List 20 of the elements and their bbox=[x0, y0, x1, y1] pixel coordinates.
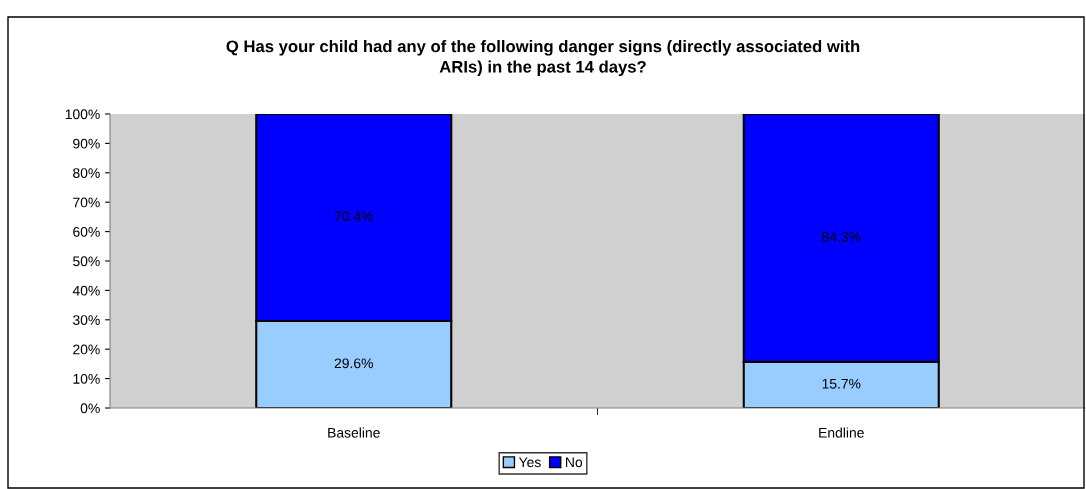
y-tick-label: 50% bbox=[73, 256, 100, 267]
y-tick-label: 60% bbox=[73, 226, 100, 237]
data-label: 15.7% bbox=[822, 378, 861, 389]
y-tick-label: 40% bbox=[72, 285, 100, 296]
chart-title: Q Has your child had any of the following danger signs (directly associated with ARIs) in the past 14 days? bbox=[226, 40, 860, 76]
y-tick-label: 20% bbox=[73, 344, 100, 355]
legend-label: No bbox=[566, 457, 583, 468]
x-tick-label: Endline bbox=[819, 427, 864, 438]
y-tick-label: 0% bbox=[80, 403, 100, 414]
y-tick-label: 90% bbox=[73, 138, 100, 149]
data-label: 84.3% bbox=[822, 231, 861, 242]
data-label: 70.4% bbox=[334, 211, 373, 222]
x-tick-label: Baseline bbox=[328, 427, 380, 438]
y-tick-label: 30% bbox=[73, 315, 100, 325]
y-tick-label: 70% bbox=[73, 197, 100, 208]
y-tick-label: 10% bbox=[73, 373, 100, 384]
y-tick-label: 100% bbox=[65, 109, 100, 120]
data-label: 29.6% bbox=[334, 358, 373, 369]
y-tick-label: 80% bbox=[73, 168, 100, 178]
legend-label: Yes bbox=[518, 457, 541, 468]
